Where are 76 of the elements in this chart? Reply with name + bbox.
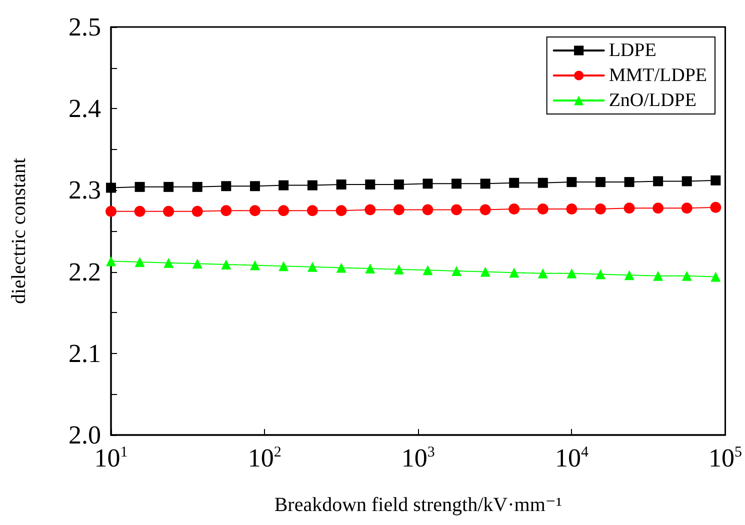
point [508, 203, 520, 214]
y-tick-label: 2.0 [68, 420, 101, 450]
point [192, 182, 202, 192]
point [710, 175, 721, 186]
point [710, 272, 721, 282]
point [221, 259, 232, 270]
y-tick-label: 2.3 [68, 176, 101, 205]
point [624, 177, 634, 188]
point [336, 205, 347, 216]
point [653, 176, 664, 186]
point [451, 204, 462, 216]
point [192, 258, 202, 269]
point [710, 202, 722, 213]
point [480, 266, 490, 277]
point [220, 205, 232, 216]
point [307, 180, 318, 190]
point [652, 202, 664, 214]
point [106, 206, 116, 217]
point [134, 257, 145, 268]
y-tick-label: 2.1 [68, 338, 101, 368]
point [106, 256, 116, 266]
point [509, 178, 520, 188]
point [566, 177, 577, 188]
point [422, 204, 434, 216]
point [163, 206, 174, 217]
point [394, 179, 404, 190]
point [278, 180, 289, 190]
point [653, 270, 664, 281]
point [624, 270, 634, 280]
point [221, 181, 232, 192]
point [682, 176, 692, 186]
point [250, 181, 260, 192]
point [538, 268, 548, 278]
point [595, 177, 606, 188]
point [594, 203, 606, 214]
x-axis-title: Breakdown field strength/kV·mm⁻¹ [274, 494, 562, 516]
point [394, 264, 404, 274]
point [134, 206, 146, 217]
point [566, 268, 577, 278]
point [365, 264, 376, 274]
point [566, 203, 578, 214]
point [480, 204, 491, 216]
point [306, 205, 318, 216]
point [364, 204, 376, 216]
legend-label: LDPE [608, 40, 656, 61]
point [538, 178, 548, 188]
point [422, 265, 433, 276]
point [164, 182, 174, 192]
point [509, 268, 520, 278]
point [278, 261, 289, 272]
point [422, 178, 433, 189]
legend-label: ZnO/LDPE [608, 90, 696, 111]
point [452, 266, 462, 276]
point [134, 182, 145, 192]
point [336, 262, 346, 273]
point [249, 205, 260, 216]
point [452, 178, 462, 189]
y-tick-label: 2.2 [68, 257, 101, 286]
point [393, 204, 404, 216]
point [595, 269, 606, 280]
point [278, 205, 290, 216]
point [250, 260, 260, 270]
point [307, 262, 318, 272]
point [624, 202, 635, 214]
point [681, 202, 692, 214]
y-tick-label: 2.4 [68, 94, 101, 124]
point [480, 178, 490, 189]
y-tick-label: 2.5 [68, 12, 101, 42]
legend-label: MMT/LDPE [608, 65, 708, 86]
point [336, 179, 346, 190]
point [192, 206, 203, 217]
point [682, 270, 692, 281]
point [537, 203, 548, 214]
y-axis-title: dielectric constant [8, 158, 30, 304]
point [164, 258, 174, 268]
point [365, 179, 376, 190]
